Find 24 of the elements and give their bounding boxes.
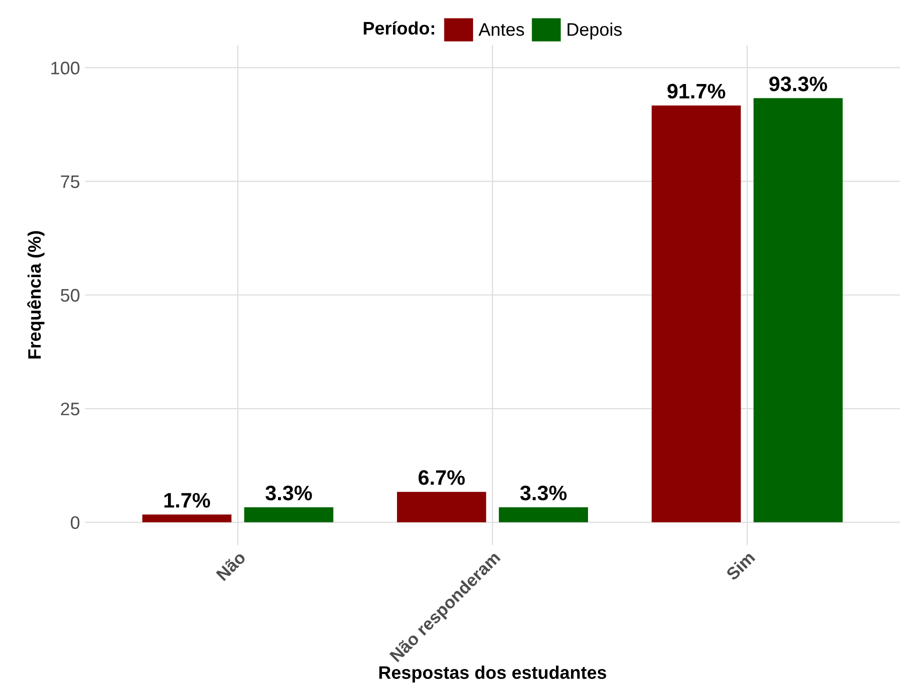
y-tick-label: 100 [51, 62, 80, 74]
data-label: 6.7% [418, 470, 465, 485]
legend-title: Período: [364, 21, 434, 35]
data-label: 3.3% [265, 486, 312, 500]
y-tick-label: 50 [60, 288, 80, 302]
data-label: 1.7% [164, 492, 210, 508]
x-tick-label: Sim [725, 550, 756, 582]
legend-label: Depois [568, 22, 622, 40]
data-label: 91.7% [667, 84, 726, 99]
bar [652, 105, 741, 522]
y-tick-label: 25 [60, 402, 80, 416]
bar [396, 492, 486, 522]
bar [142, 514, 232, 522]
data-label: 93.3% [769, 76, 828, 92]
y-tick-label: 0 [70, 516, 80, 529]
y-tick-label: 75 [60, 175, 80, 188]
bar [498, 507, 588, 522]
x-tick-label: Não [215, 550, 246, 582]
legend-label: Antes [478, 23, 524, 36]
data-label: 3.3% [520, 486, 567, 500]
bar [244, 507, 334, 522]
y-axis-title: Frequência (%) [27, 231, 44, 358]
x-axis-title: Respostas dos estudantes [379, 666, 606, 683]
bar [754, 98, 843, 522]
